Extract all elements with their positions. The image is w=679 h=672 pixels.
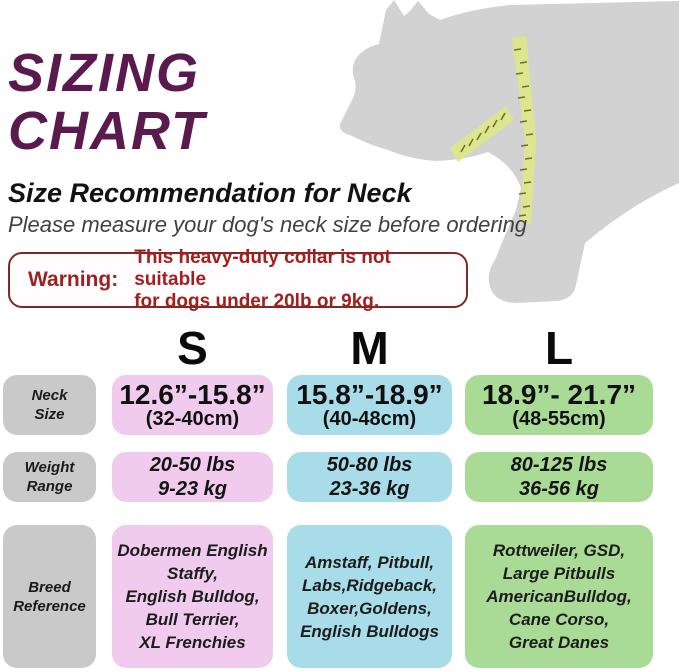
neck-cm-value-m: (40-48cm) xyxy=(322,407,417,430)
warning-box: Warning: This heavy-duty collar is not s… xyxy=(8,247,468,312)
neck-cm-value-l: (48-55cm) xyxy=(512,407,606,430)
dog-illustration-svg xyxy=(339,0,679,303)
warning-text-line-2: for dogs under 20lb or 9kg. xyxy=(134,291,380,312)
dog-illustration xyxy=(330,0,679,335)
row-label-breed-reference: Breed Reference xyxy=(3,525,96,668)
weight-kg-value-l: 36-56 kg xyxy=(518,478,600,500)
weight-range-cell-s: 20-50 lbs 9-23 kg xyxy=(112,452,273,502)
page-title-line-1: SIZING xyxy=(8,43,201,103)
warning-text: This heavy-duty collar is not suitable f… xyxy=(134,247,460,313)
weight-range-cell-l: 80-125 lbs 36-56 kg xyxy=(465,452,653,502)
measuring-tape-branch xyxy=(450,106,514,162)
page-title-line-2: CHART xyxy=(8,101,206,161)
breed-reference-cell-m: Amstaff, Pitbull, Labs,Ridgeback, Boxer,… xyxy=(287,525,452,668)
neck-size-cell-m: 15.8”-18.9” (40-48cm) xyxy=(287,375,452,435)
neck-inches-value-m: 15.8”-18.9” xyxy=(296,378,443,410)
column-header-m: M xyxy=(350,322,389,374)
breed-list-s: Dobermen English Staffy, English Bulldog… xyxy=(117,541,268,652)
neck-cm-value-s: (32-40cm) xyxy=(145,407,240,430)
tape-ticks xyxy=(460,48,534,217)
weight-kg-value-s: 9-23 kg xyxy=(158,478,227,500)
neck-size-cell-s: 12.6”-15.8” (32-40cm) xyxy=(112,375,273,435)
weight-lbs-value-s: 20-50 lbs xyxy=(149,454,236,476)
neck-inches-value-l: 18.9”- 21.7” xyxy=(481,378,637,410)
measurement-note: Please measure your dog's neck size befo… xyxy=(8,212,528,237)
breed-reference-cell-l: Rottweiler, GSD, Large Pitbulls American… xyxy=(465,525,653,668)
dog-silhouette xyxy=(339,0,679,303)
section-subtitle: Size Recommendation for Neck xyxy=(8,178,412,208)
breed-reference-cell-s: Dobermen English Staffy, English Bulldog… xyxy=(112,525,273,668)
column-header-s: S xyxy=(177,322,208,374)
row-label-weight-range: Weight Range xyxy=(3,452,96,502)
neck-size-cell-l: 18.9”- 21.7” (48-55cm) xyxy=(465,375,653,435)
neck-inches-value-s: 12.6”-15.8” xyxy=(119,378,266,410)
weight-range-cell-m: 50-80 lbs 23-36 kg xyxy=(287,452,452,502)
breed-list-m: Amstaff, Pitbull, Labs,Ridgeback, Boxer,… xyxy=(300,552,439,641)
weight-lbs-value-l: 80-125 lbs xyxy=(510,454,608,476)
page-title: SIZING CHART xyxy=(8,44,206,160)
weight-kg-value-m: 23-36 kg xyxy=(329,478,410,500)
column-header-l: L xyxy=(544,322,574,374)
row-label-neck-size: Neck Size xyxy=(3,375,96,435)
warning-label: Warning: xyxy=(28,268,119,291)
breed-list-l: Rottweiler, GSD, Large Pitbulls American… xyxy=(486,541,632,652)
measuring-tape xyxy=(512,36,536,225)
weight-lbs-value-m: 50-80 lbs xyxy=(326,454,413,476)
warning-text-line-1: This heavy-duty collar is not suitable xyxy=(134,247,391,290)
